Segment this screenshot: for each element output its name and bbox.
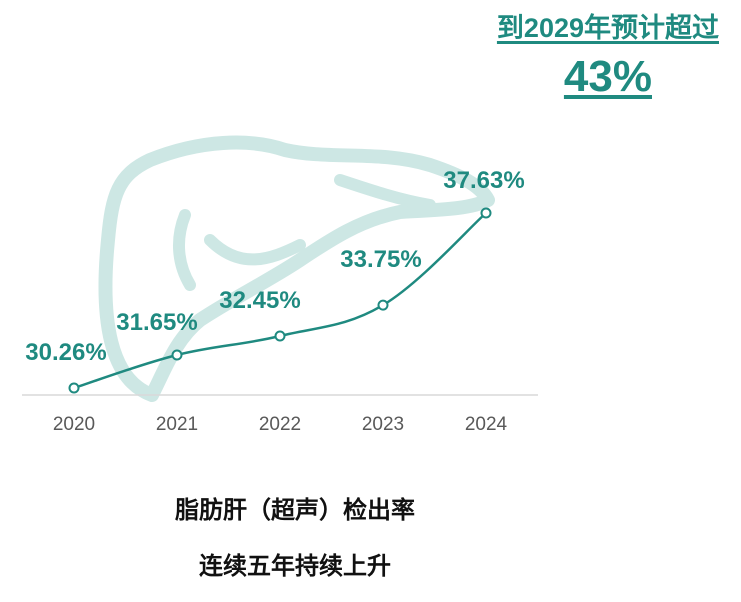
headline: 到2029年预计超过 43% [497, 8, 719, 106]
data-label: 30.26% [25, 339, 106, 366]
data-label: 37.63% [443, 167, 524, 194]
data-label: 33.75% [340, 246, 421, 273]
headline-forecast-value: 43% [563, 52, 652, 101]
data-point [274, 330, 286, 342]
x-tick-label: 2021 [156, 414, 198, 435]
data-label: 31.65% [116, 309, 197, 336]
x-tick-label: 2023 [362, 414, 404, 435]
line-chart: 2020 2021 2022 2023 2024 30.26% 31.65% 32.45% 3… [22, 135, 538, 435]
data-point [171, 349, 183, 361]
data-point [377, 299, 389, 311]
x-tick-label: 2020 [53, 414, 95, 435]
data-label: 32.45% [219, 287, 300, 314]
data-point [480, 207, 492, 219]
headline-forecast-text: 到2029年预计超过 [496, 13, 719, 43]
liver-illustration [98, 135, 495, 402]
x-tick-label: 2024 [465, 414, 508, 435]
data-point [68, 382, 80, 394]
caption-title: 脂肪肝（超声）检出率 [175, 497, 415, 524]
caption-subtitle: 连续五年持续上升 [199, 553, 391, 580]
x-tick-label: 2022 [259, 414, 301, 435]
